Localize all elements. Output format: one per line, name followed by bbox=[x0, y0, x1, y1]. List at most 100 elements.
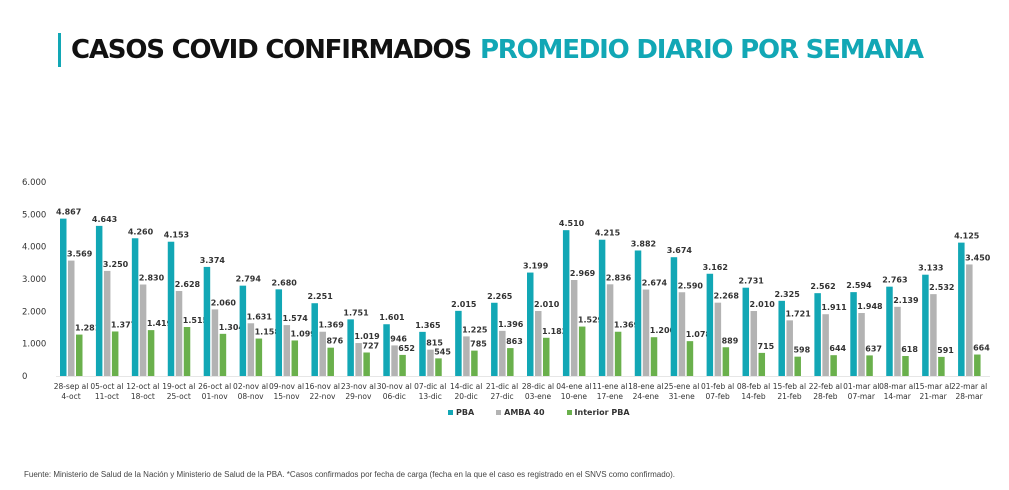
bar-pba bbox=[922, 274, 929, 376]
data-label-pba: 4.125 bbox=[954, 232, 980, 241]
y-axis: 0 1.000 2.000 3.000 4.000 5.000 6.000 bbox=[22, 178, 990, 382]
bar-pba bbox=[958, 242, 965, 376]
title-accent: PROMEDIO DIARIO POR SEMANA bbox=[479, 35, 924, 65]
bar-pba bbox=[670, 257, 678, 376]
bar-pba bbox=[95, 225, 103, 376]
data-label-pba: 4.510 bbox=[559, 219, 585, 228]
x-tick-label: 21-feb bbox=[777, 392, 802, 401]
data-label-amba-40: 3.250 bbox=[103, 260, 129, 269]
bar-pba bbox=[706, 273, 714, 376]
bar-amba-40 bbox=[894, 306, 901, 376]
bar-amba-40 bbox=[391, 345, 398, 376]
bar-interior-pba bbox=[650, 337, 658, 376]
bar-interior-pba bbox=[291, 340, 299, 376]
data-label-interior-pba: 1.377 bbox=[111, 320, 136, 329]
data-label-interior-pba: 1.281 bbox=[75, 324, 101, 333]
legend-swatch-pba bbox=[448, 410, 453, 415]
data-label-pba: 1.601 bbox=[379, 313, 405, 322]
data-label-amba-40: 1.631 bbox=[247, 312, 273, 321]
bar-pba bbox=[419, 331, 426, 376]
data-label-interior-pba: 618 bbox=[901, 345, 918, 354]
data-label-pba: 1.751 bbox=[343, 308, 369, 317]
data-label-pba: 2.763 bbox=[882, 276, 907, 285]
data-label-pba: 2.562 bbox=[810, 282, 835, 291]
data-label-amba-40: 1.019 bbox=[354, 332, 380, 341]
x-tick-label: 24-ene bbox=[633, 392, 660, 401]
data-label-pba: 4.215 bbox=[595, 229, 621, 238]
x-tick-label: 15-feb al bbox=[773, 382, 806, 391]
footnote-source: Fuente: Ministerio de Salud de la Nación… bbox=[24, 470, 676, 479]
bar-pba bbox=[203, 266, 211, 376]
bar-pba bbox=[886, 286, 893, 376]
bar-pba bbox=[455, 310, 462, 376]
bar-amba-40 bbox=[355, 343, 362, 376]
data-label-amba-40: 2.830 bbox=[139, 273, 165, 282]
legend-item-amba: AMBA 40 bbox=[496, 408, 545, 417]
bar-pba bbox=[850, 292, 857, 376]
bar-interior-pba bbox=[686, 341, 694, 376]
bar-pba bbox=[275, 289, 283, 376]
x-tick-label: 21-dic al bbox=[486, 382, 518, 391]
bar-amba-40 bbox=[499, 330, 506, 376]
data-label-interior-pba: 1.158 bbox=[255, 328, 281, 337]
data-label-interior-pba: 1.099 bbox=[291, 329, 317, 338]
data-label-interior-pba: 1.529 bbox=[578, 316, 604, 325]
x-tick-label: 28-feb bbox=[813, 392, 838, 401]
x-tick-label: 28-sep al bbox=[54, 382, 89, 391]
x-tick-label: 22-mar al bbox=[951, 382, 987, 391]
data-label-pba: 1.365 bbox=[415, 321, 441, 330]
bar-pba bbox=[131, 238, 139, 376]
x-tick-label: 25-oct bbox=[167, 392, 191, 401]
bar-amba-40 bbox=[535, 311, 542, 376]
bar-interior-pba bbox=[614, 331, 622, 376]
legend-swatch-interior bbox=[566, 410, 572, 415]
data-label-pba: 2.794 bbox=[236, 275, 262, 284]
bar-interior-pba bbox=[722, 347, 730, 376]
x-tick-label: 31-ene bbox=[669, 392, 696, 401]
bar-amba-40 bbox=[319, 331, 326, 376]
bar-pba bbox=[239, 285, 247, 376]
data-label-interior-pba: 1.515 bbox=[183, 316, 209, 325]
data-label-amba-40: 1.396 bbox=[498, 320, 524, 329]
data-label-pba: 2.594 bbox=[846, 281, 872, 290]
x-tick-label: 10-ene bbox=[561, 392, 588, 401]
data-label-amba-40: 2.628 bbox=[175, 280, 201, 289]
y-tick-label: 5.000 bbox=[22, 210, 46, 220]
x-tick-label: 26-oct al bbox=[198, 382, 231, 391]
y-tick-label: 2.000 bbox=[22, 307, 46, 317]
data-label-amba-40: 1.948 bbox=[857, 302, 883, 311]
x-tick-label: 15-mar al bbox=[915, 382, 951, 391]
data-label-amba-40: 2.836 bbox=[606, 273, 632, 282]
data-label-pba: 3.882 bbox=[631, 239, 656, 248]
data-label-pba: 3.199 bbox=[523, 262, 549, 271]
x-tick-label: 28-mar bbox=[955, 392, 983, 401]
x-tick-label: 21-mar bbox=[920, 392, 948, 401]
data-label-amba-40: 3.450 bbox=[965, 253, 991, 262]
title-main: CASOS COVID CONFIRMADOS bbox=[71, 35, 472, 65]
x-tick-label: 01-nov bbox=[202, 392, 229, 401]
data-label-pba: 3.162 bbox=[703, 263, 728, 272]
bar-amba-40 bbox=[822, 314, 829, 376]
bar-interior-pba bbox=[183, 327, 191, 376]
bar-pba bbox=[598, 239, 606, 376]
data-label-interior-pba: 598 bbox=[793, 346, 810, 355]
data-label-interior-pba: 785 bbox=[470, 340, 487, 349]
bar-amba-40 bbox=[714, 302, 722, 376]
bar-interior-pba bbox=[830, 355, 837, 376]
x-tick-label: 08-feb al bbox=[737, 382, 770, 391]
bar-interior-pba bbox=[866, 355, 873, 376]
data-label-amba-40: 2.268 bbox=[714, 292, 740, 301]
data-label-amba-40: 1.225 bbox=[462, 325, 488, 334]
legend-item-interior: Interior PBA bbox=[566, 408, 630, 417]
x-tick-label: 14-dic al bbox=[450, 382, 482, 391]
data-label-amba-40: 2.010 bbox=[534, 300, 560, 309]
data-label-amba-40: 2.139 bbox=[893, 296, 919, 305]
bar-interior-pba bbox=[399, 354, 406, 376]
data-label-amba-40: 815 bbox=[426, 339, 443, 348]
bar-amba-40 bbox=[678, 292, 686, 376]
bar-amba-40 bbox=[68, 260, 75, 376]
bar-amba-40 bbox=[966, 264, 973, 376]
bar-amba-40 bbox=[175, 291, 183, 376]
data-label-pba: 3.674 bbox=[667, 246, 693, 255]
bar-pba bbox=[167, 241, 175, 376]
